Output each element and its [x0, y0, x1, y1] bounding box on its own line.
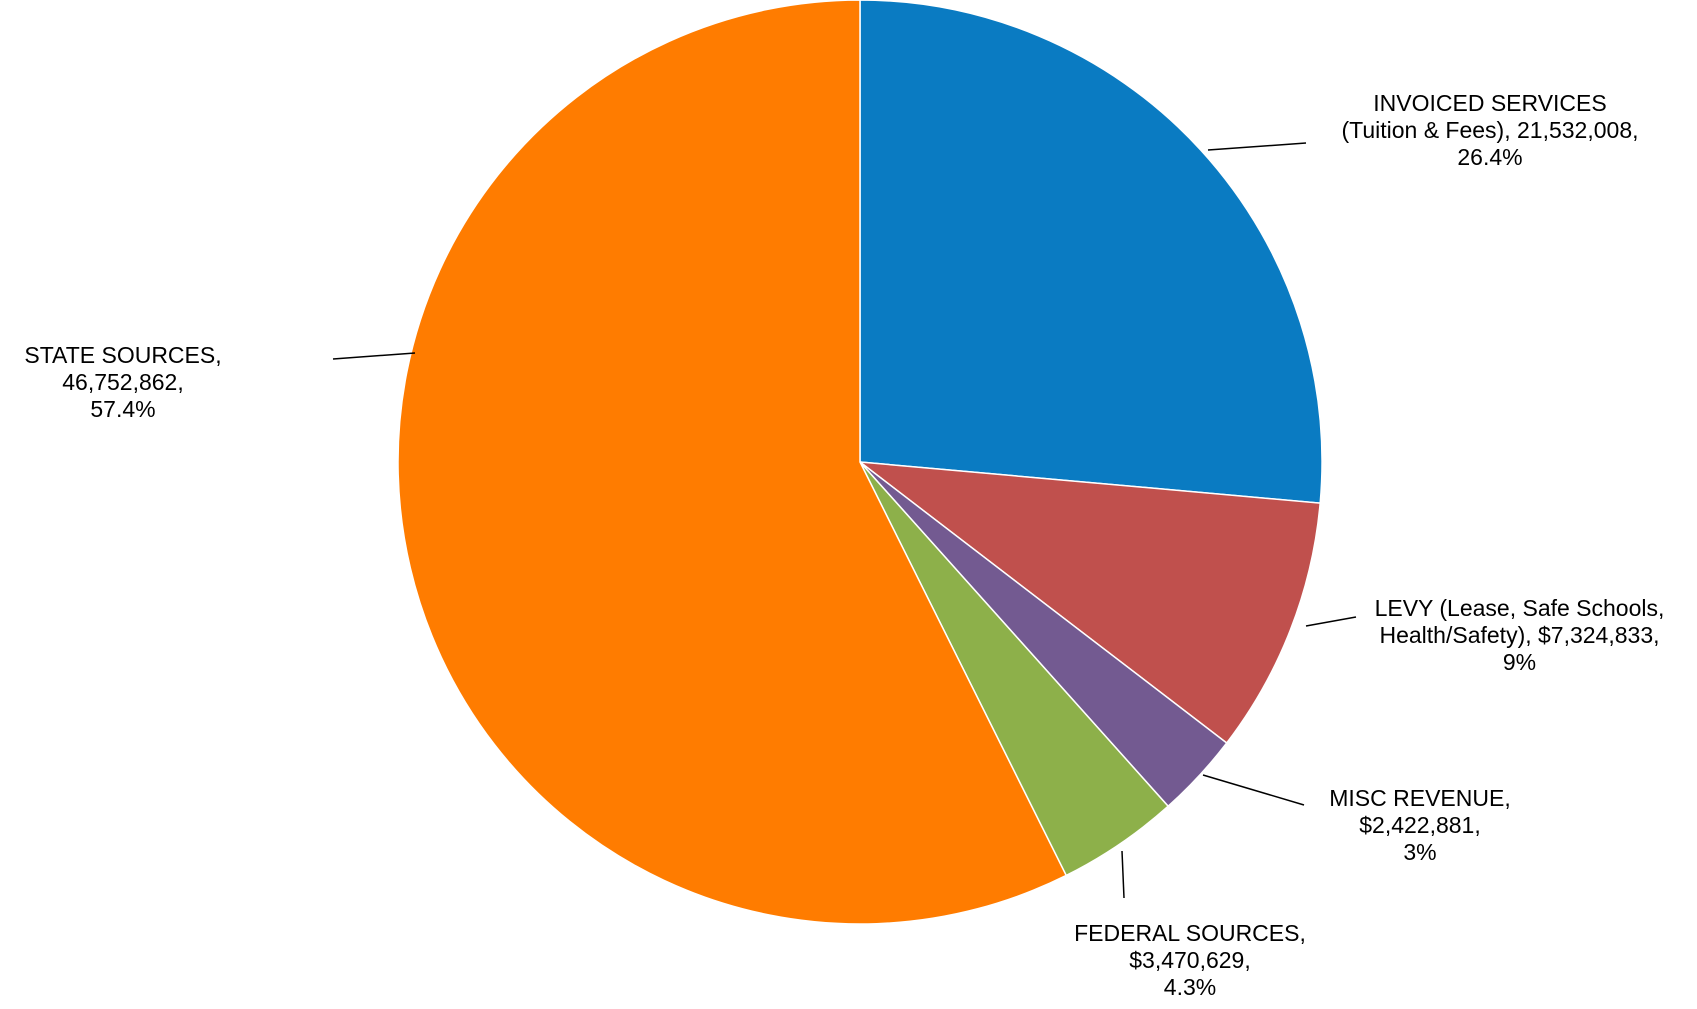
data-label-line: MISC REVENUE,	[1329, 785, 1511, 811]
leader-line-state-sources	[332, 352, 416, 360]
data-label-line: 46,752,862,	[62, 369, 184, 395]
data-label-levy-lease-safe-schools-health-safety: LEVY (Lease, Safe Schools, Health/Safety)…	[1342, 595, 1697, 676]
pie-slice-state-sources	[397, 0, 1068, 925]
pie-slice-invoiced-services-tuition-fees	[859, 0, 1323, 504]
data-label-line: (Tuition & Fees), 21,532,008,	[1341, 117, 1639, 143]
data-label-line: LEVY (Lease, Safe Schools,	[1374, 595, 1665, 621]
data-label-line: FEDERAL SOURCES,	[1074, 920, 1306, 946]
leader-line-levy-lease-safe-schools-health-safety	[1305, 616, 1357, 627]
data-label-misc-revenue: MISC REVENUE, $2,422,881, 3%	[1300, 785, 1540, 866]
leader-line-misc-revenue	[1202, 774, 1305, 806]
data-label-line: 57.4%	[90, 396, 156, 422]
data-label-line: $2,422,881,	[1359, 812, 1481, 838]
data-label-line: STATE SOURCES,	[24, 342, 222, 368]
data-label-line: 4.3%	[1163, 974, 1217, 1000]
data-label-line: 3%	[1403, 839, 1437, 865]
data-label-line: Health/Safety), $7,324,833,	[1379, 622, 1660, 648]
pie-slice-levy-lease-safe-schools-health-safety	[857, 461, 1321, 745]
data-label-state-sources: STATE SOURCES, 46,752,862, 57.4%	[0, 342, 246, 423]
data-label-line: 9%	[1502, 649, 1537, 675]
data-label-invoiced-services-tuition-fees: INVOICED SERVICES (Tuition & Fees), 21,53…	[1290, 90, 1690, 171]
data-label-line: INVOICED SERVICES	[1373, 90, 1607, 116]
data-label-line: 26.4%	[1457, 144, 1523, 170]
leader-line-federal-sources	[1121, 850, 1125, 899]
data-label-federal-sources: FEDERAL SOURCES, $3,470,629, 4.3%	[1020, 920, 1360, 1001]
leader-line-invoiced-services-tuition-fees	[1207, 142, 1307, 151]
data-label-line: $3,470,629,	[1129, 947, 1251, 973]
